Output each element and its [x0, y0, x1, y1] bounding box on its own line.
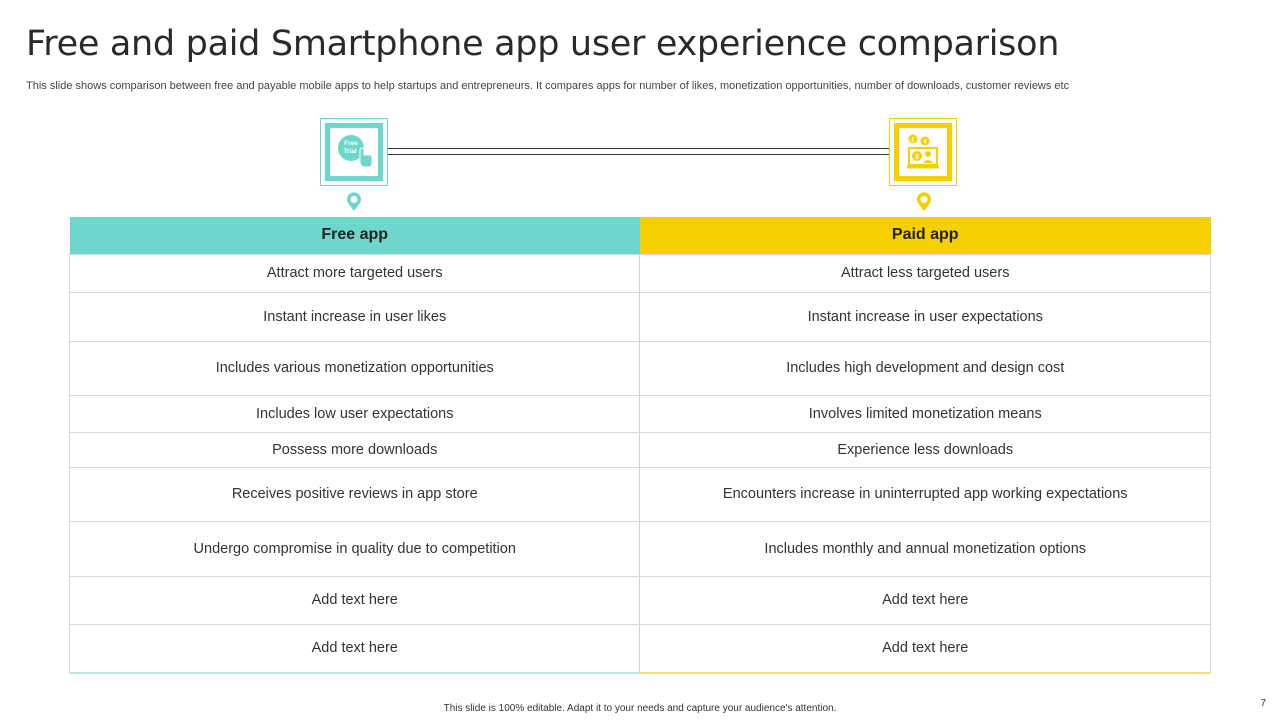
paid-app-cell: Includes high development and design cos… [639, 340, 1211, 396]
icon-connector-line [388, 148, 889, 155]
paid-app-cell: Includes monthly and annual monetization… [639, 520, 1211, 577]
free-app-cell: Add text here [68, 575, 641, 625]
table-row: Add text here Add text here [68, 575, 1211, 625]
table-row: Possess more downloads Experience less d… [68, 431, 1211, 468]
free-app-cell: Possess more downloads [68, 431, 641, 468]
free-app-cell: Includes low user expectations [68, 394, 641, 433]
free-app-cell: Add text here [68, 623, 641, 674]
slide-subtitle: This slide shows comparison between free… [26, 80, 1070, 92]
free-app-cell: Includes various monetization opportunit… [68, 340, 641, 396]
paid-app-icon: £ ¥ $ [907, 134, 939, 169]
paid-app-cell: Encounters increase in uninterrupted app… [639, 466, 1211, 522]
paid-app-icon-frame: £ ¥ $ [889, 118, 957, 186]
free-app-icon-frame: Free Trial [320, 118, 388, 186]
paid-location-pin-icon [917, 192, 931, 211]
free-location-pin-icon [347, 192, 361, 211]
table-row: Receives positive reviews in app store E… [68, 466, 1211, 522]
svg-text:£: £ [911, 138, 915, 144]
free-app-cell: Instant increase in user likes [68, 291, 641, 342]
table-row: Add text here Add text here [68, 623, 1211, 674]
svg-text:$: $ [915, 154, 919, 161]
page-number: 7 [1260, 698, 1266, 709]
free-trial-icon: Free Trial [338, 135, 373, 168]
paid-app-cell: Involves limited monetization means [639, 394, 1211, 433]
table-header-row: Free app Paid app [69, 217, 1211, 254]
free-app-header: Free app [69, 217, 640, 254]
free-app-cell: Receives positive reviews in app store [68, 466, 641, 522]
table-row: Instant increase in user likes Instant i… [68, 291, 1211, 342]
free-trial-badge-word1: Free [344, 140, 358, 147]
slide-footer-note: This slide is 100% editable. Adapt it to… [443, 703, 837, 714]
table-row: Undergo compromise in quality due to com… [68, 520, 1211, 577]
free-trial-badge-word2: Trial [343, 148, 357, 155]
comparison-table: Free app Paid app Attract more targeted … [68, 217, 1211, 674]
paid-app-cell: Instant increase in user expectations [639, 291, 1211, 342]
paid-app-cell: Attract less targeted users [639, 253, 1211, 293]
slide-title: Free and paid Smartphone app user experi… [26, 24, 1060, 64]
paid-app-cell: Add text here [639, 575, 1211, 625]
table-row: Includes low user expectations Involves … [68, 394, 1211, 433]
table-row: Attract more targeted users Attract less… [68, 253, 1211, 293]
svg-text:¥: ¥ [923, 140, 927, 146]
free-app-cell: Attract more targeted users [68, 253, 641, 293]
paid-app-cell: Add text here [639, 623, 1211, 674]
paid-app-cell: Experience less downloads [639, 431, 1211, 468]
table-row: Includes various monetization opportunit… [68, 340, 1211, 396]
paid-app-header: Paid app [639, 217, 1211, 254]
free-app-cell: Undergo compromise in quality due to com… [68, 520, 641, 577]
